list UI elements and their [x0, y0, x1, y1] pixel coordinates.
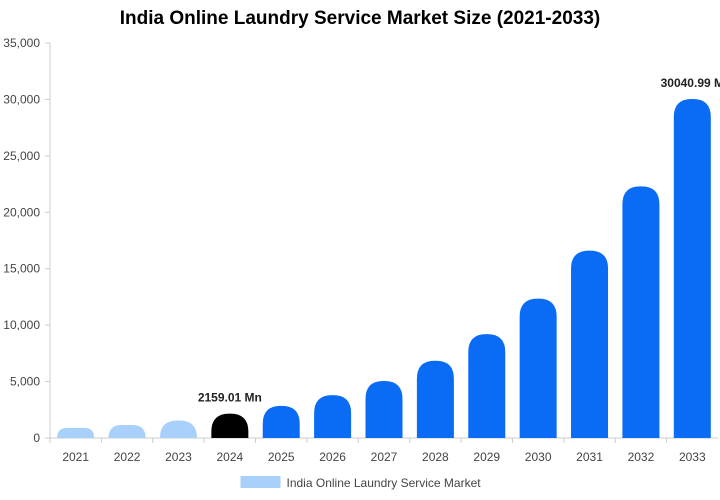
y-tick-label: 10,000 — [3, 318, 40, 332]
x-tick-label: 2028 — [422, 450, 449, 464]
y-tick-label: 15,000 — [3, 262, 40, 276]
y-tick-label: 5,000 — [10, 375, 40, 389]
x-tick-label: 2027 — [371, 450, 398, 464]
bar-2021 — [57, 427, 95, 438]
x-tick-label: 2021 — [62, 450, 89, 464]
data-label-2024: 2159.01 Mn — [198, 391, 262, 405]
x-tick-label: 2031 — [576, 450, 603, 464]
axis-layer: 0 5,000 10,000 15,000 20,000 25,000 30,000 35,0… — [3, 36, 718, 464]
bar-2025 — [262, 405, 300, 438]
x-tick-label: 2026 — [319, 450, 346, 464]
legend-swatch — [240, 476, 281, 488]
x-tick-label: 2022 — [114, 450, 141, 464]
bar-2022 — [108, 425, 146, 438]
bar-2031 — [571, 250, 609, 438]
y-tick-label: 20,000 — [3, 205, 40, 219]
y-tick-label: 35,000 — [3, 36, 40, 50]
legend: India Online Laundry Service Market — [240, 476, 482, 490]
x-tick-label: 2032 — [628, 450, 655, 464]
x-tick-label: 2025 — [268, 450, 295, 464]
bar-2027 — [365, 381, 403, 438]
bar-layer — [57, 98, 711, 438]
bar-2024 — [211, 413, 249, 438]
bar-2030 — [519, 298, 557, 438]
bar-2028 — [416, 360, 454, 438]
x-tick-label: 2024 — [216, 450, 243, 464]
x-tick-label: 2029 — [473, 450, 500, 464]
bar-2032 — [622, 186, 660, 438]
x-tick-label: 2023 — [165, 450, 192, 464]
legend-label: India Online Laundry Service Market — [287, 476, 482, 490]
y-tick-label: 0 — [33, 431, 40, 445]
bar-2026 — [314, 395, 352, 438]
bar-2033 — [673, 98, 711, 438]
bar-2023 — [159, 420, 197, 438]
bar-2029 — [468, 334, 506, 438]
data-label-2033: 30040.99 M — [661, 76, 720, 90]
x-tick-label: 2030 — [525, 450, 552, 464]
label-layer: 2159.01 Mn 30040.99 M — [198, 76, 720, 405]
x-tick-label: 2033 — [679, 450, 706, 464]
y-tick-label: 25,000 — [3, 149, 40, 163]
y-tick-label: 30,000 — [3, 92, 40, 106]
chart-title: India Online Laundry Service Market Size… — [119, 8, 601, 29]
